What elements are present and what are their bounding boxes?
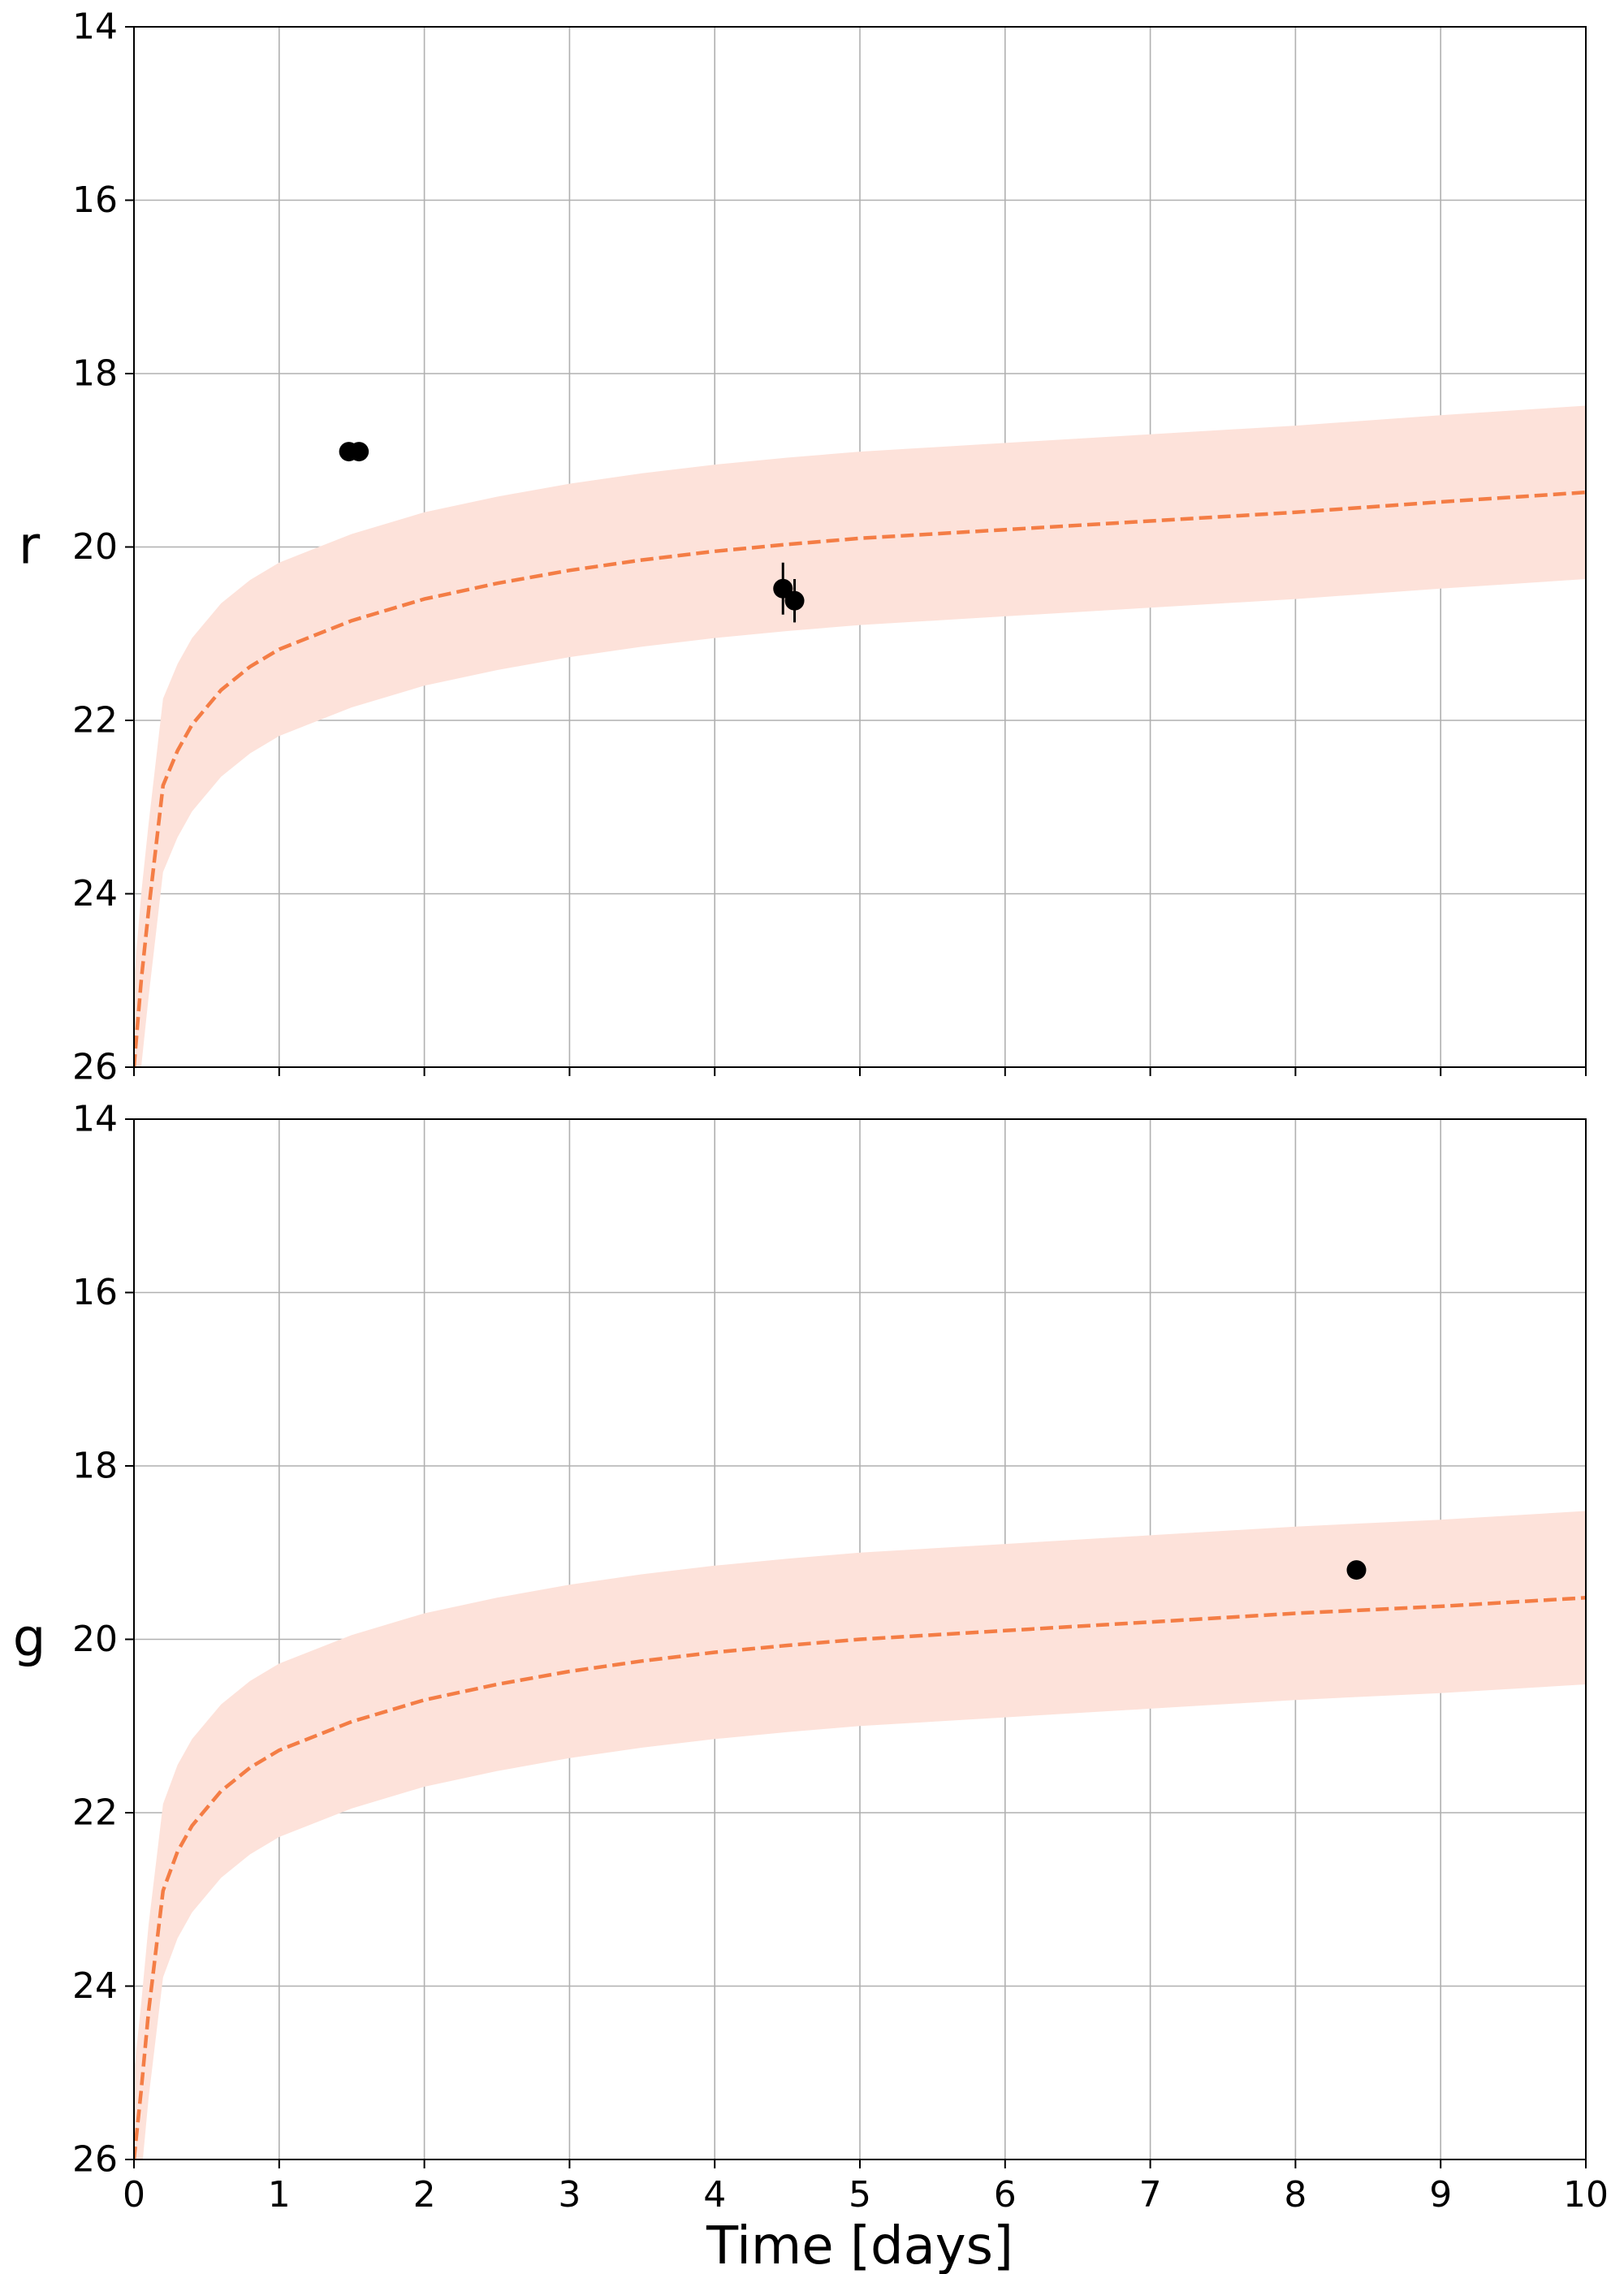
g-band-xtick-label-1: 1: [268, 2174, 291, 2216]
r-band-model-line: [134, 490, 1586, 1067]
r-band-ytick-label-14: 14: [72, 6, 118, 48]
r-band-ytick-label-22: 22: [72, 700, 118, 741]
g-band-xtick-label-4: 4: [703, 2174, 726, 2216]
r-band-ytick-label-26: 26: [72, 1047, 118, 1088]
r-band-model-uncertainty-band: [134, 405, 1586, 1067]
r-band-data-point-2: [773, 578, 793, 599]
g-band-x-axis-label: Time [days]: [706, 2216, 1013, 2274]
g-band-ytick-label-14: 14: [72, 1099, 118, 1140]
g-band-xtick-label-0: 0: [123, 2174, 145, 2216]
g-band-xtick-label-2: 2: [413, 2174, 436, 2216]
g-band-xtick-label-8: 8: [1284, 2174, 1307, 2216]
g-band-ytick-label-24: 24: [72, 1965, 118, 2007]
g-band-data-point-0: [1346, 1560, 1367, 1580]
r-band-ytick-label-16: 16: [72, 179, 118, 221]
r-band-data-points: [339, 442, 805, 623]
r-band-ytick-label-20: 20: [72, 526, 118, 568]
g-band-xtick-label-6: 6: [994, 2174, 1017, 2216]
g-band-axis-ticks: 14 16 18 20 22 24 260 1 2 3 4 5 6 7 8 9 10: [72, 1099, 1609, 2216]
g-band-xtick-label-9: 9: [1429, 2174, 1452, 2216]
g-band-model-line: [134, 1596, 1586, 2159]
g-band-ytick-label-20: 20: [72, 1619, 118, 1660]
g-band-xtick-label-3: 3: [558, 2174, 581, 2216]
g-band-panel: 14 16 18 20 22 24 260 1 2 3 4 5 6 7 8 9 10 g Time [days]: [13, 1099, 1609, 2274]
g-band-ytick-label-18: 18: [72, 1446, 118, 1487]
r-band-ytick-label-24: 24: [72, 873, 118, 914]
g-band-model-uncertainty-band: [134, 1511, 1586, 2159]
r-band-data-point-1: [349, 442, 369, 462]
g-band-data-points: [1346, 1560, 1367, 1580]
r-band-data-point-3: [784, 590, 805, 611]
g-band-xtick-label-5: 5: [849, 2174, 871, 2216]
g-band-xtick-label-7: 7: [1139, 2174, 1162, 2216]
r-band-ytick-label-18: 18: [72, 353, 118, 395]
g-band-ytick-label-22: 22: [72, 1792, 118, 1834]
g-band-y-axis-label: g: [13, 1609, 46, 1669]
g-band-ytick-label-26: 26: [72, 2139, 118, 2181]
r-band-y-axis-label: r: [19, 517, 41, 577]
r-band-panel: 14 16 18 20 22 24 26 r: [19, 6, 1587, 1088]
r-band-axis-ticks: 14 16 18 20 22 24 26: [72, 6, 1587, 1088]
g-band-xtick-label-10: 10: [1563, 2174, 1609, 2216]
g-band-ytick-label-16: 16: [72, 1272, 118, 1313]
